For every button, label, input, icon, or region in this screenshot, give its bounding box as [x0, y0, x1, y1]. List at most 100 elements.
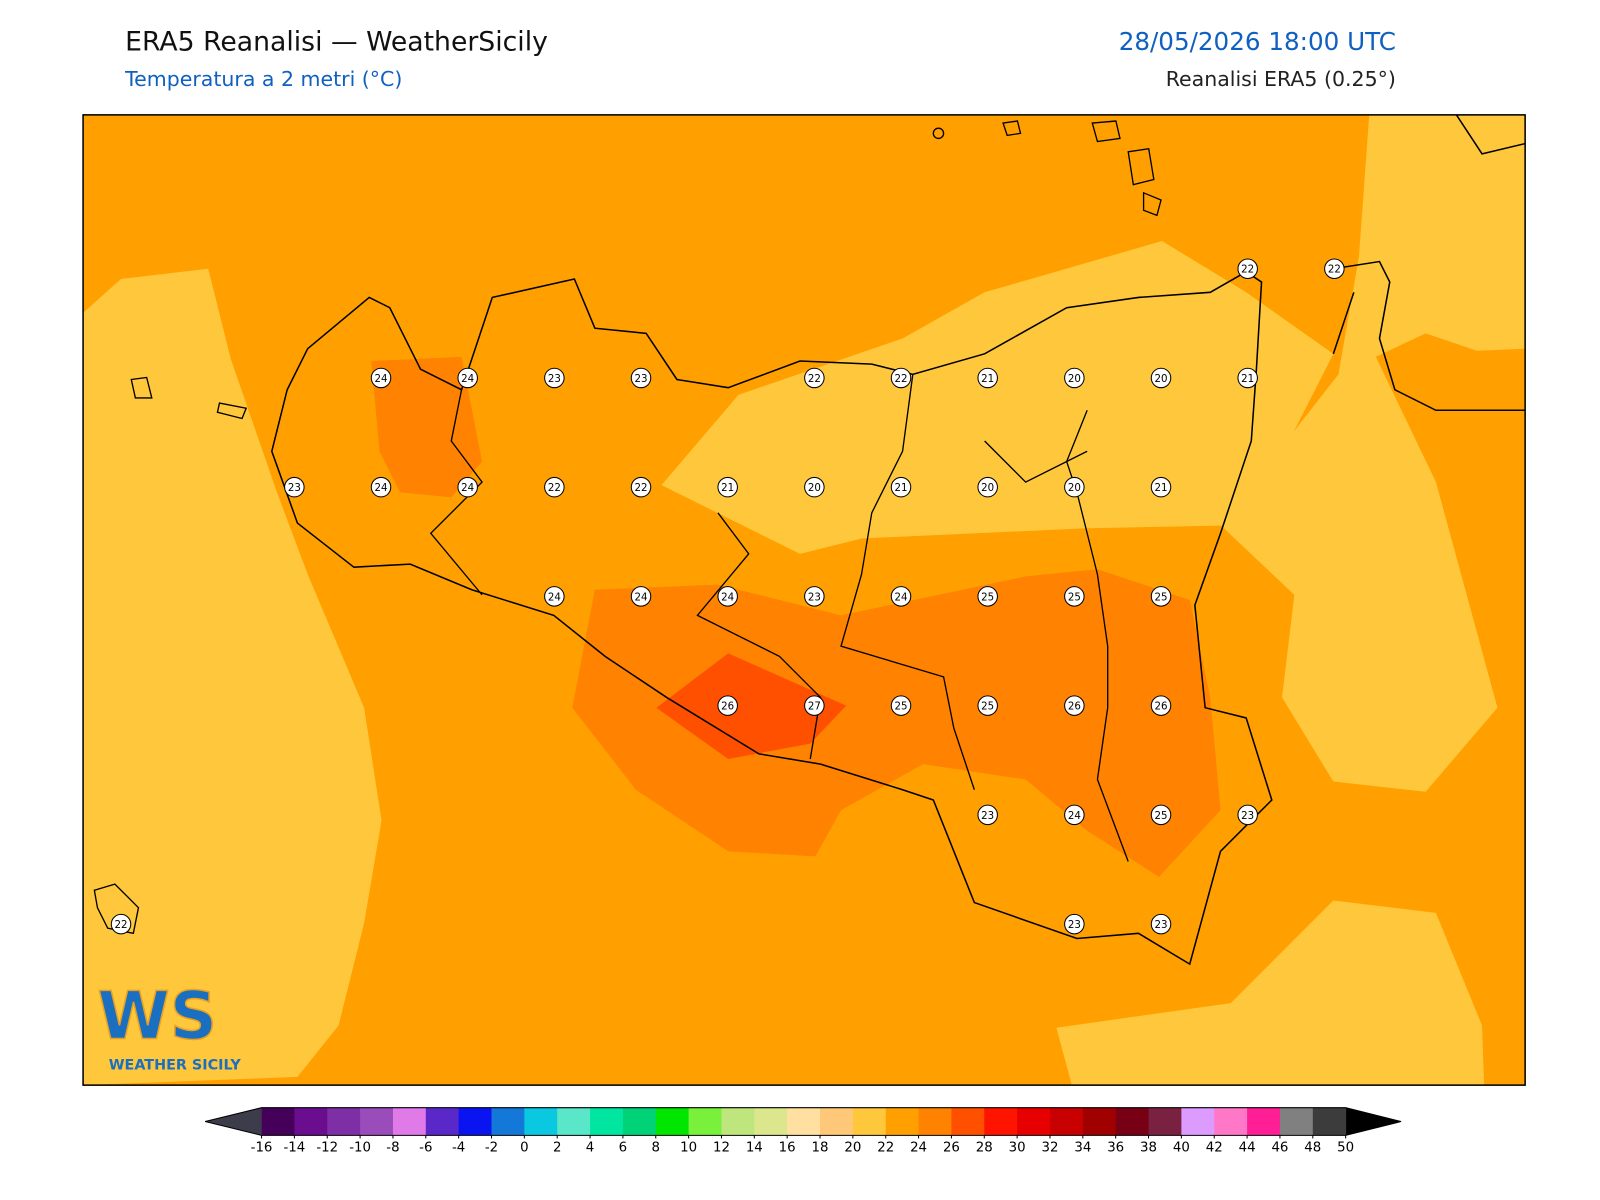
colorbar-tick-label: 14	[746, 1141, 763, 1156]
station-marker	[977, 476, 998, 498]
colorbar-cell	[1312, 1107, 1347, 1136]
station-value: 26	[1155, 701, 1168, 713]
station-value: 22	[548, 482, 561, 494]
colorbar-tick-label: -12	[316, 1141, 338, 1156]
station-value: 25	[1155, 810, 1168, 822]
colorbar-tick-label: -10	[349, 1141, 371, 1156]
title: ERA5 Reanalisi — WeatherSicily	[125, 27, 548, 58]
field-light	[1220, 353, 1498, 792]
station-labels: 22 22 24 24 23 23 22 22 21 20 20 21 23 24 24 22 22 21 20 21…	[110, 258, 1345, 935]
colorbar-cell	[360, 1107, 394, 1136]
station-value: 23	[981, 810, 994, 822]
logo-mark: WS	[97, 979, 217, 1055]
station-marker	[977, 695, 998, 716]
station-marker	[1150, 804, 1172, 826]
colorbar-tick-label: 12	[713, 1141, 730, 1156]
calabria-coast	[1332, 114, 1526, 412]
colorbar-cell	[688, 1107, 722, 1136]
colorbar-tick-label: 36	[1107, 1141, 1124, 1156]
colorbar-cell	[1082, 1107, 1117, 1136]
station-value: 23	[635, 373, 648, 385]
station-value: 20	[1068, 373, 1081, 385]
colorbar-tick-label: 24	[910, 1141, 927, 1156]
colorbar-tick-label: 32	[1041, 1141, 1058, 1156]
station-marker	[977, 586, 998, 607]
colorbar-cell	[425, 1107, 460, 1136]
station-marker	[544, 367, 565, 389]
colorbar-under	[205, 1107, 262, 1136]
station-marker	[370, 367, 392, 389]
station-marker	[630, 476, 652, 498]
colorbar-cell	[787, 1107, 821, 1136]
colorbar-cell	[491, 1107, 525, 1136]
station-marker	[1237, 258, 1258, 279]
colorbar-cell	[951, 1107, 985, 1136]
station-value: 23	[1068, 919, 1081, 931]
station-value: 25	[981, 701, 994, 713]
station-value: 21	[1241, 373, 1254, 385]
colorbar-tick-label: 48	[1304, 1141, 1321, 1156]
colorbar-cell	[1049, 1107, 1084, 1136]
colorbar-cell	[1115, 1107, 1150, 1136]
colorbar-tick-label: 46	[1271, 1141, 1288, 1156]
station-marker	[630, 586, 652, 607]
station-marker	[1150, 695, 1172, 716]
station-marker	[890, 476, 912, 498]
station-marker	[1150, 476, 1172, 498]
colorbar-tick-label: 28	[976, 1141, 993, 1156]
station-value: 20	[808, 482, 821, 494]
station-value: 22	[808, 373, 821, 385]
station-marker	[457, 476, 478, 498]
colorbar-cell	[754, 1107, 788, 1136]
station-marker	[457, 367, 478, 389]
station-marker	[804, 695, 825, 716]
colorbar-cell	[820, 1107, 854, 1136]
station-value: 21	[721, 482, 734, 494]
colorbar-cell	[885, 1107, 920, 1136]
colorbar-cell	[1148, 1107, 1182, 1136]
station-value: 23	[1241, 810, 1254, 822]
colorbar-tick-label: -4	[452, 1141, 465, 1156]
station-value: 27	[808, 701, 821, 713]
colorbar-tick-label: 34	[1074, 1141, 1091, 1156]
colorbar-cell	[1181, 1107, 1215, 1136]
colorbar-tick-label: -6	[419, 1141, 432, 1156]
colorbar-cell	[590, 1107, 624, 1136]
colorbar-cell	[557, 1107, 591, 1136]
field-light	[1056, 900, 1485, 1086]
station-marker	[1064, 367, 1085, 389]
station-marker	[1064, 913, 1085, 935]
field-light	[661, 241, 1334, 554]
station-marker	[1324, 258, 1345, 279]
colorbar-cell	[1017, 1107, 1051, 1136]
station-value: 24	[1068, 810, 1081, 822]
station-marker	[717, 695, 738, 716]
colorbar-cell	[261, 1107, 295, 1136]
station-marker	[284, 476, 305, 498]
station-value: 26	[721, 701, 734, 713]
colorbar-cell	[918, 1107, 952, 1136]
station-marker	[717, 586, 738, 607]
station-value: 20	[1155, 373, 1168, 385]
islands	[93, 120, 1162, 935]
colorbar-tick-label: 50	[1337, 1141, 1354, 1156]
station-value: 23	[808, 591, 821, 603]
colorbar-tick-label: -14	[283, 1141, 305, 1156]
colorbar: -16 -14 -12 -10 -8 -6 -4 -2 0 2 4 6 8 10 12 14 16 18 20 22 2…	[205, 1107, 1402, 1156]
station-value: 22	[895, 373, 908, 385]
colorbar-cell	[721, 1107, 755, 1136]
map-frame	[82, 114, 1526, 1086]
station-marker	[1064, 476, 1085, 498]
colorbar-tick-label: 0	[520, 1141, 528, 1156]
colorbar-tick-label: 20	[844, 1141, 861, 1156]
station-value: 21	[981, 373, 994, 385]
station-value: 25	[1155, 591, 1168, 603]
station-marker	[890, 367, 912, 389]
colorbar-tick-label: 2	[553, 1141, 561, 1156]
station-value: 23	[288, 482, 301, 494]
station-marker	[890, 695, 912, 716]
colorbar-cell	[622, 1107, 657, 1136]
colorbar-cell	[852, 1107, 887, 1136]
station-value: 20	[1068, 482, 1081, 494]
